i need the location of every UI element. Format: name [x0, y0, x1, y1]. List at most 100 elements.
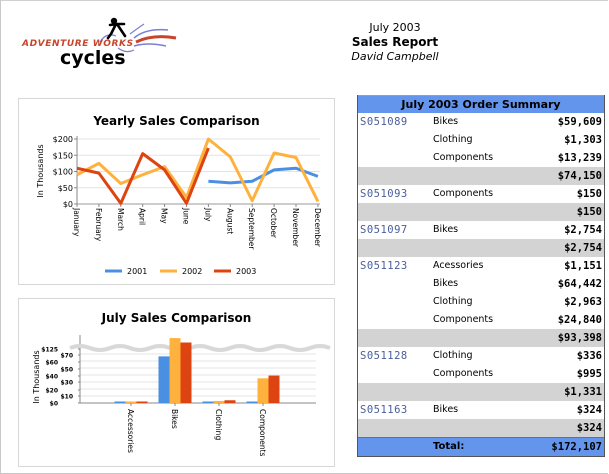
july-x-tick: Clothing — [214, 409, 223, 440]
bar-components-2001 — [246, 401, 258, 403]
order-id-link[interactable]: S051128 — [360, 350, 408, 362]
july-y-tick: $70 — [60, 353, 73, 360]
order-line-amount: $1,303 — [564, 134, 602, 146]
bar-accessories-2003 — [136, 401, 148, 403]
order-line-row: S051093 Components $150 — [358, 185, 604, 203]
order-line-row: Components $995 — [358, 365, 604, 383]
july-y-tick: $0 — [50, 401, 58, 408]
yearly-x-tick: September — [247, 208, 256, 250]
yearly-chart-title: Yearly Sales Comparison — [93, 114, 260, 128]
order-line-amount: $1,151 — [564, 260, 602, 272]
order-id-link[interactable]: S051163 — [360, 404, 408, 416]
order-id-link[interactable]: S051089 — [360, 116, 408, 128]
order-line-amount: $64,442 — [557, 278, 602, 290]
grand-total-row: Total: $172,107 — [358, 437, 604, 456]
yearly-y-tick: $100 — [53, 168, 73, 177]
order-subtotal-amount: $150 — [576, 206, 602, 218]
order-subtotal-amount: $74,150 — [557, 170, 602, 182]
yearly-y-tick: $0 — [63, 200, 73, 209]
order-subtotal-amount: $93,398 — [557, 332, 602, 344]
yearly-x-tick: October — [269, 208, 278, 239]
axis-break-indicator — [69, 344, 331, 352]
order-subtotal-row: $2,754 — [358, 239, 604, 257]
yearly-y-tick: $50 — [58, 184, 73, 193]
order-line-category: Bikes — [433, 404, 459, 415]
order-line-category: Components — [433, 188, 494, 199]
order-subtotal-row: $1,331 — [358, 383, 604, 401]
order-line-row: S051163 Bikes $324 — [358, 401, 604, 419]
order-line-row: S051128 Clothing $336 — [358, 347, 604, 365]
order-id-link[interactable]: S051097 — [360, 224, 408, 236]
order-id-link[interactable]: S051093 — [360, 188, 408, 200]
order-subtotal-row: $93,398 — [358, 329, 604, 347]
legend-label-2002: 2002 — [182, 267, 202, 276]
line-series-2003 — [76, 147, 210, 205]
bar-bikes-2003 — [180, 342, 192, 403]
logo-brand-bottom: cycles — [60, 47, 126, 69]
order-line-category: Bikes — [433, 116, 459, 127]
yearly-x-tick: April — [138, 208, 147, 225]
july-y-tick: $60 — [45, 360, 58, 367]
adventure-works-logo: ADVENTURE WORKS cycles — [18, 12, 188, 72]
yearly-x-tick: January — [72, 207, 81, 237]
order-line-row: Components $24,840 — [358, 311, 604, 329]
order-subtotal-row: $150 — [358, 203, 604, 221]
july-y-tick: $10 — [60, 394, 73, 401]
yearly-x-tick: December — [313, 208, 322, 248]
yearly-x-tick: November — [291, 208, 300, 248]
bar-accessories-2002 — [125, 401, 137, 403]
order-subtotal-amount: $324 — [576, 422, 602, 434]
bar-components-2003 — [268, 375, 280, 403]
order-line-row: S051123 Acessories $1,151 — [358, 257, 604, 275]
order-line-category: Bikes — [433, 278, 459, 289]
yearly-x-tick: May — [160, 208, 169, 224]
order-line-category: Components — [433, 314, 494, 325]
bar-clothing-2002 — [213, 400, 225, 403]
july-y-tick: $30 — [60, 380, 73, 387]
july-y-tick: $50 — [60, 367, 73, 374]
yearly-y-tick: $150 — [53, 151, 73, 160]
order-subtotal-amount: $2,754 — [564, 242, 602, 254]
legend-label-2003: 2003 — [236, 267, 256, 276]
order-line-category: Clothing — [433, 296, 473, 307]
line-series-2002 — [76, 137, 320, 203]
july-y-tick: $40 — [45, 374, 58, 381]
july-y-tick: $20 — [45, 388, 58, 395]
total-amount: $172,107 — [551, 441, 602, 453]
july-x-tick: Components — [258, 409, 267, 457]
order-line-category: Clothing — [433, 134, 473, 145]
order-line-amount: $59,609 — [557, 116, 602, 128]
order-id-link[interactable]: S051123 — [360, 260, 408, 272]
july-x-tick: Accessories — [126, 409, 135, 453]
order-summary-title: July 2003 Order Summary — [358, 95, 604, 113]
order-line-amount: $995 — [576, 368, 602, 380]
order-line-row: Clothing $1,303 — [358, 131, 604, 149]
order-subtotal-row: $74,150 — [358, 167, 604, 185]
july-chart-title: July Sales Comparison — [101, 311, 252, 325]
bar-clothing-2003 — [224, 400, 236, 403]
yearly-x-tick: June — [182, 207, 191, 225]
order-line-category: Components — [433, 152, 494, 163]
order-line-amount: $13,239 — [557, 152, 602, 164]
order-line-amount: $324 — [576, 404, 602, 416]
report-title: Sales Report — [351, 35, 439, 49]
order-line-row: Components $13,239 — [358, 149, 604, 167]
order-line-row: S051097 Bikes $2,754 — [358, 221, 604, 239]
bar-accessories-2001 — [114, 401, 126, 403]
bar-bikes-2001 — [158, 356, 170, 403]
order-line-category: Acessories — [433, 260, 484, 271]
order-line-category: Components — [433, 368, 494, 379]
order-line-row: Bikes $64,442 — [358, 275, 604, 293]
order-summary-table: July 2003 Order Summary S051089 Bikes $59,… — [357, 95, 605, 457]
total-label: Total: — [433, 441, 465, 452]
order-line-amount: $2,754 — [564, 224, 602, 236]
cyclist-logo-icon: ADVENTURE WORKS cycles — [21, 17, 177, 69]
legend-label-2001: 2001 — [127, 267, 147, 276]
logo-brand-top: ADVENTURE WORKS — [21, 39, 134, 49]
yearly-x-tick: February — [94, 208, 103, 242]
order-line-category: Bikes — [433, 224, 459, 235]
bar-clothing-2001 — [202, 401, 214, 403]
yearly-y-axis-label: In Thousands — [36, 144, 45, 197]
order-line-row: Clothing $2,963 — [358, 293, 604, 311]
